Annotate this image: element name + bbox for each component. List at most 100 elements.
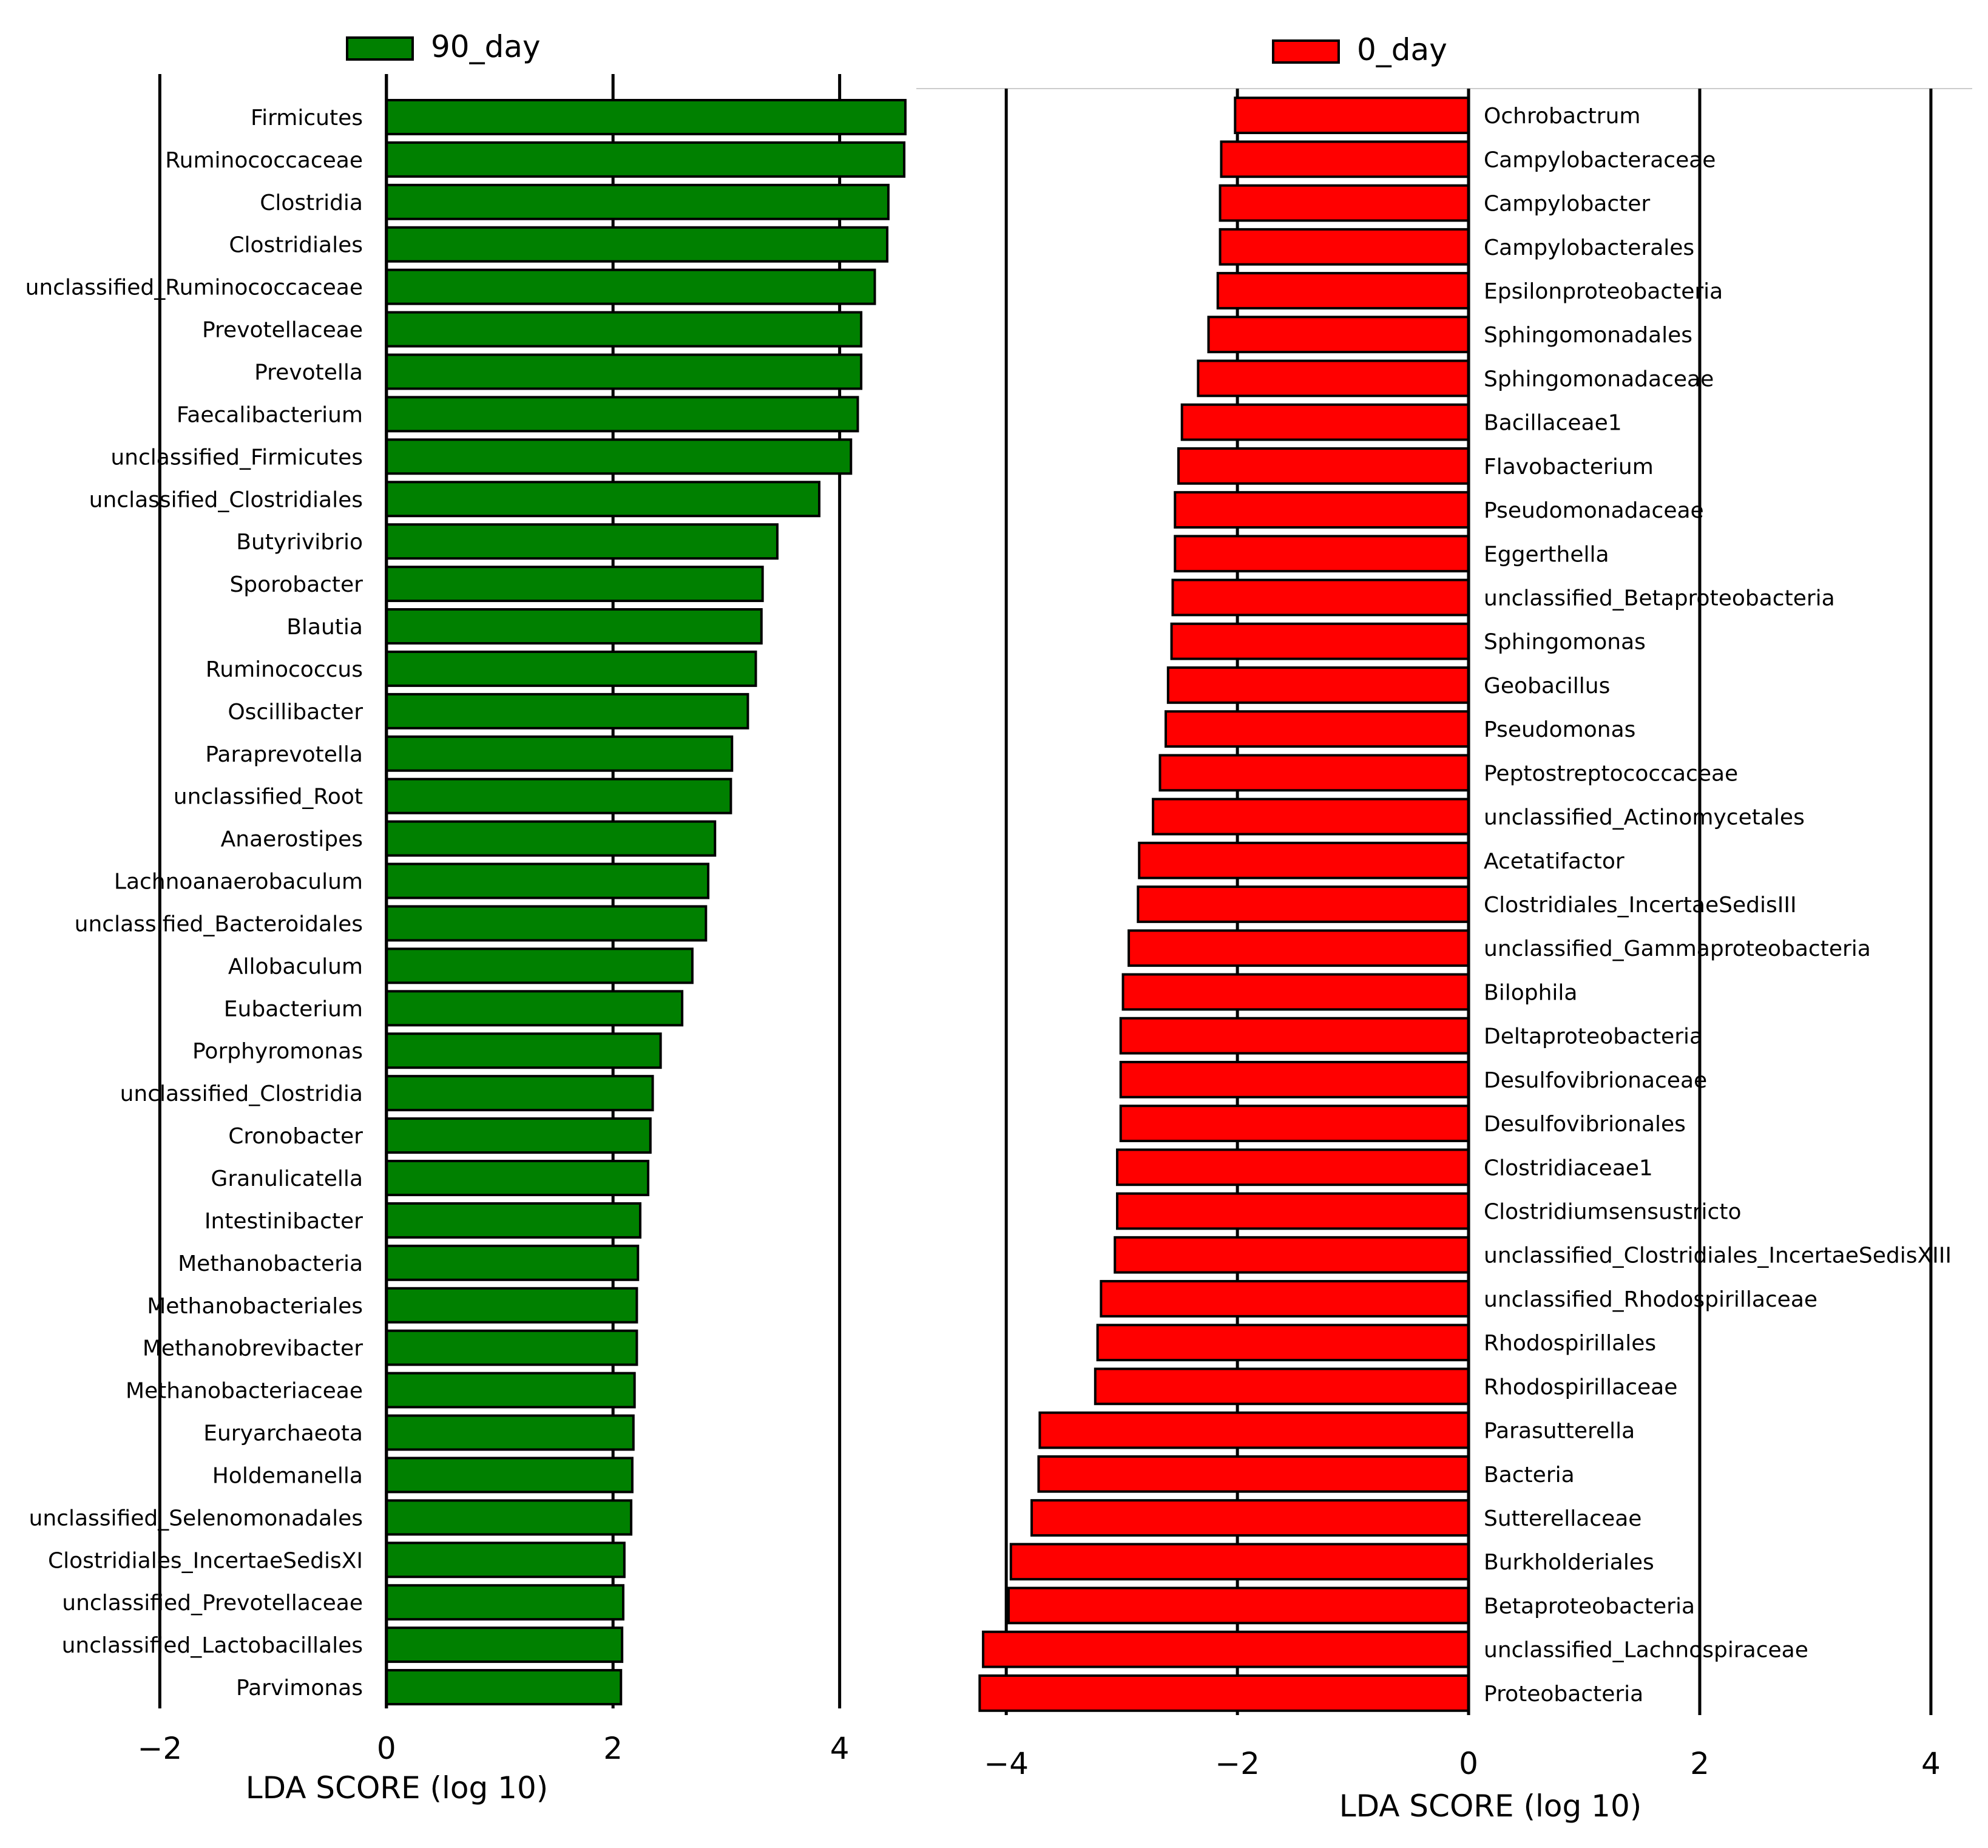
- x-tick-label: 0: [1459, 1746, 1478, 1781]
- bar: [387, 439, 851, 473]
- bar: [1129, 930, 1469, 966]
- bar: [1166, 711, 1469, 746]
- category-label: Sphingomonadales: [1484, 323, 1692, 348]
- category-label: Methanobacteriales: [147, 1294, 363, 1319]
- category-label: Paraprevotella: [205, 742, 363, 767]
- bar: [387, 100, 905, 134]
- category-label: Lachnoanaerobaculum: [114, 870, 363, 895]
- chart-0-day: 0_day Ochrobactrum Campylobacteraceae Campy…: [916, 0, 1988, 1848]
- bar: [387, 524, 777, 558]
- bar: [387, 1458, 632, 1492]
- category-label: Porphyromonas: [192, 1039, 363, 1064]
- category-label: Parvimonas: [236, 1676, 363, 1701]
- category-label: Campylobacteraceae: [1484, 147, 1716, 172]
- category-label: Clostridia: [260, 191, 363, 215]
- category-label: Intestinibacter: [205, 1209, 363, 1234]
- category-label: Faecalibacterium: [177, 402, 363, 427]
- category-label: Campylobacter: [1484, 192, 1650, 217]
- bar: [387, 694, 748, 728]
- x-tick-label: 2: [603, 1731, 623, 1766]
- bar: [1101, 1281, 1469, 1316]
- bar: [1098, 1325, 1469, 1360]
- bar: [1123, 975, 1469, 1010]
- legend-swatch: [1273, 41, 1339, 63]
- bar: [979, 1676, 1469, 1711]
- category-label: Methanobacteria: [178, 1251, 363, 1276]
- bar: [387, 143, 904, 177]
- legend-swatch: [347, 38, 413, 59]
- bar: [1139, 843, 1469, 878]
- category-label: Betaproteobacteria: [1484, 1594, 1695, 1619]
- category-label: unclassified_Actinomycetales: [1484, 805, 1805, 830]
- x-tick-label: 2: [1690, 1746, 1709, 1781]
- category-label: unclassified_Rhodospirillaceae: [1484, 1287, 1817, 1312]
- bar: [387, 1246, 638, 1280]
- bar: [1117, 1149, 1469, 1185]
- bar: [1138, 887, 1469, 922]
- category-label: Peptostreptococcaceae: [1484, 761, 1738, 786]
- bar: [1121, 1062, 1469, 1097]
- bar: [387, 822, 715, 856]
- category-label: Clostridiumsensustricto: [1484, 1200, 1741, 1225]
- x-axis-label: LDA SCORE (log 10): [246, 1770, 549, 1806]
- category-label: Prevotellaceae: [202, 318, 363, 343]
- category-label: Sporobacter: [229, 572, 363, 597]
- bar: [387, 1416, 634, 1450]
- bar: [1117, 1194, 1469, 1229]
- bar: [1032, 1500, 1469, 1535]
- x-tick-label: 4: [1921, 1746, 1941, 1781]
- x-tick-label: −4: [984, 1746, 1029, 1781]
- bar: [387, 1161, 648, 1195]
- category-label: Allobaculum: [228, 954, 363, 979]
- bar: [1039, 1457, 1469, 1492]
- bar: [387, 1670, 621, 1704]
- bar: [387, 609, 762, 643]
- bar: [1115, 1237, 1469, 1273]
- chart-90-day: 90_day Firmicutes Ruminococcaceae Clostridi…: [0, 0, 916, 1848]
- category-label: Desulfovibrionales: [1484, 1112, 1686, 1137]
- category-label: unclassified_Clostridia: [120, 1081, 363, 1106]
- bar: [387, 1500, 631, 1534]
- category-label: Clostridiales_IncertaeSedisXI: [48, 1548, 363, 1573]
- bar: [1178, 448, 1469, 484]
- bar: [387, 355, 861, 389]
- bar: [387, 652, 756, 686]
- category-label: unclassified_Firmicutes: [110, 445, 363, 470]
- bar: [387, 397, 858, 431]
- category-label: Methanobacteriaceae: [126, 1379, 363, 1404]
- category-label: Proteobacteria: [1484, 1682, 1643, 1707]
- bar: [387, 185, 888, 219]
- bar: [387, 949, 692, 983]
- category-label: Butyrivibrio: [236, 530, 363, 555]
- category-label: Granulicatella: [211, 1166, 363, 1191]
- bar: [1218, 273, 1469, 308]
- bar: [1168, 668, 1469, 703]
- bar: [387, 737, 732, 771]
- category-label: unclassified_Root: [174, 785, 363, 810]
- bar: [1009, 1588, 1469, 1623]
- category-label: Bacillaceae1: [1484, 411, 1622, 436]
- bar: [1198, 361, 1469, 396]
- category-label: unclassified_Lactobacillales: [62, 1633, 363, 1658]
- bar: [387, 864, 708, 898]
- category-label: Firmicutes: [251, 106, 363, 130]
- category-label: Anaerostipes: [221, 827, 363, 852]
- bar: [387, 228, 887, 262]
- x-tick-label: 4: [830, 1731, 850, 1766]
- category-label: unclassified_Prevotellaceae: [62, 1591, 363, 1616]
- category-label: Geobacillus: [1484, 674, 1610, 699]
- category-label: Rhodospirillaceae: [1484, 1375, 1677, 1400]
- category-label: Bilophila: [1484, 980, 1577, 1005]
- bar: [1095, 1369, 1469, 1404]
- category-label: Prevotella: [254, 360, 363, 385]
- legend-label: 0_day: [1357, 32, 1447, 67]
- category-label: Ruminococcaceae: [165, 148, 363, 173]
- bar: [387, 313, 861, 347]
- x-tick-label: −2: [137, 1731, 182, 1766]
- category-label: Pseudomonadaceae: [1484, 498, 1704, 523]
- category-label: Oscillibacter: [228, 700, 363, 725]
- bar: [387, 1119, 651, 1152]
- bar: [387, 567, 763, 601]
- x-tick-label: 0: [377, 1731, 396, 1766]
- category-label: Blautia: [286, 615, 363, 640]
